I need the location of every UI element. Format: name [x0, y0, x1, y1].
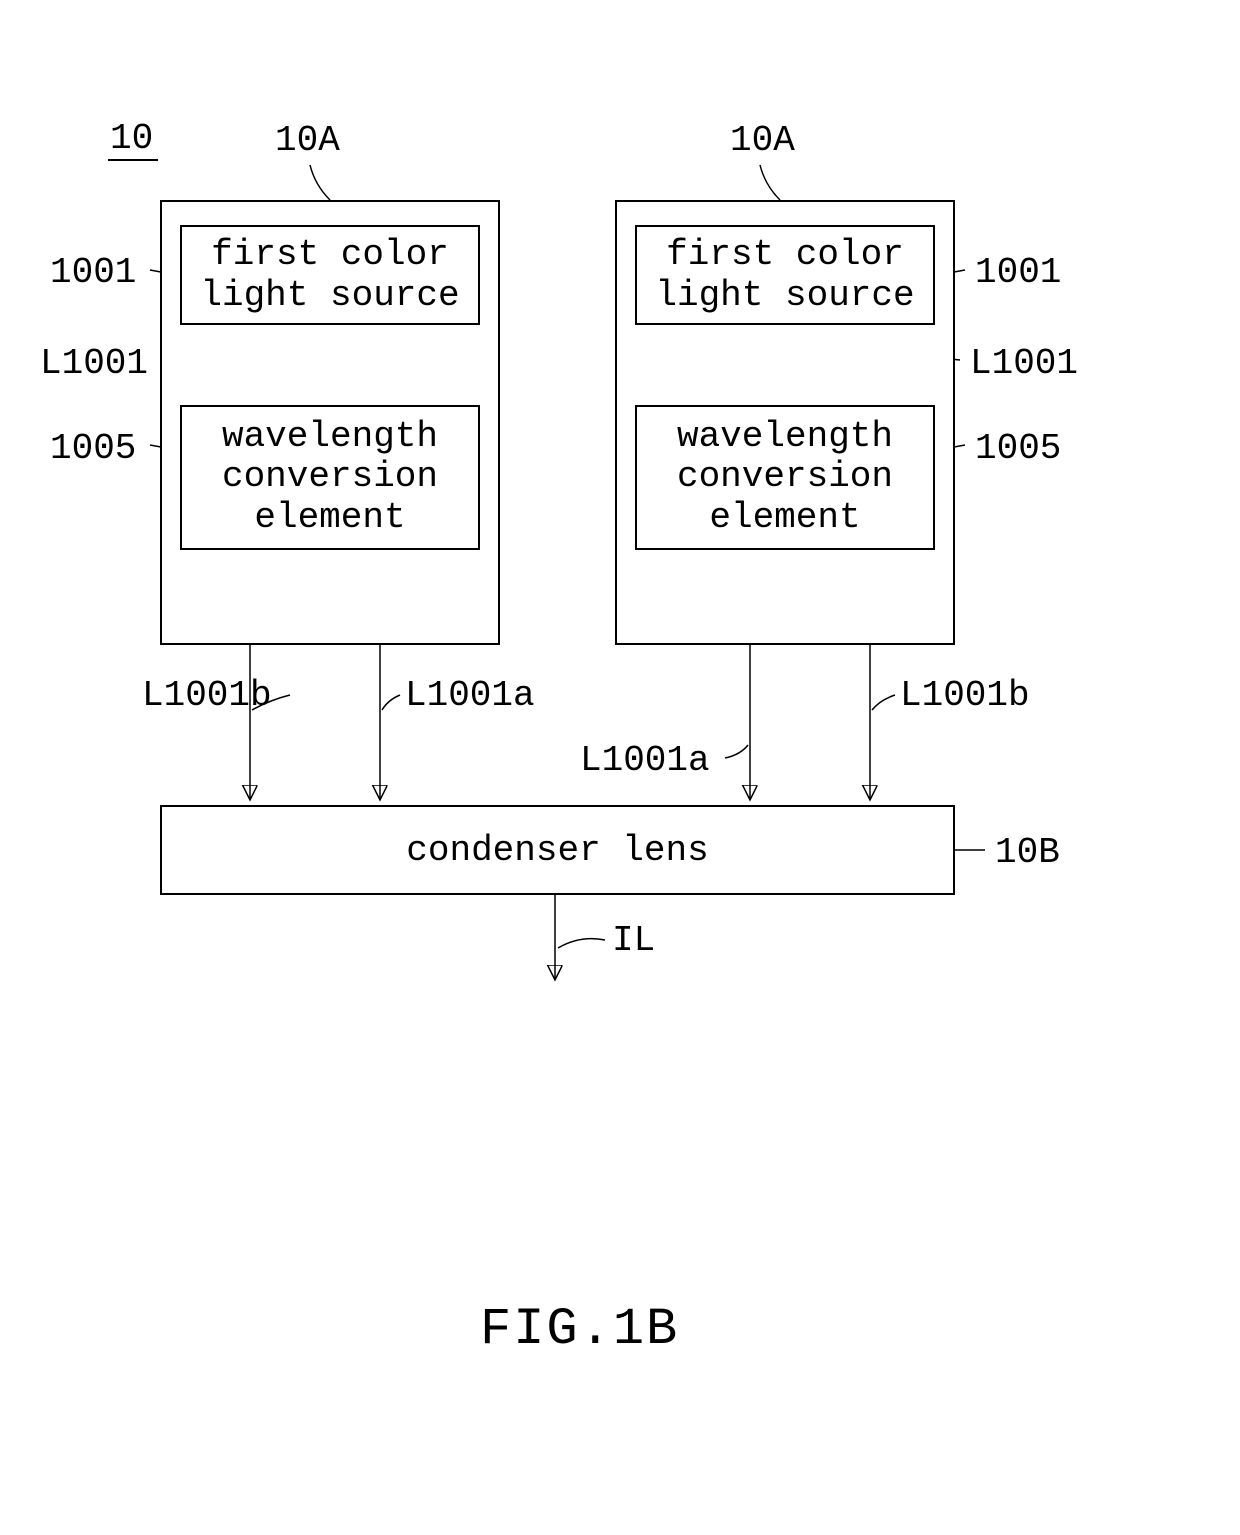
label-1005-right: 1005: [975, 428, 1061, 469]
label-l1001b-right: L1001b: [900, 675, 1030, 716]
elem-text-1: wavelength: [222, 416, 438, 457]
elem-text-2r: conversion: [677, 456, 893, 497]
label-10a-left: 10A: [275, 120, 340, 161]
source-box-right: first color light source: [635, 225, 935, 325]
label-il: IL: [612, 920, 655, 961]
source-box-left: first color light source: [180, 225, 480, 325]
condenser-text: condenser lens: [406, 830, 708, 871]
source-text-1r: first color: [666, 234, 904, 275]
label-1001-right: 1001: [975, 252, 1061, 293]
label-l1001a-right: L1001a: [580, 740, 710, 781]
label-l1001-left: L1001: [40, 343, 148, 384]
element-box-left: wavelength conversion element: [180, 405, 480, 550]
figure-label: FIG.1B: [480, 1300, 679, 1359]
label-1001-left: 1001: [50, 252, 136, 293]
label-10a-right: 10A: [730, 120, 795, 161]
label-l1001-right: L1001: [970, 343, 1078, 384]
elem-text-2: conversion: [222, 456, 438, 497]
elem-text-1r: wavelength: [677, 416, 893, 457]
elem-text-3: element: [254, 497, 405, 538]
label-l1001b-left: L1001b: [142, 675, 272, 716]
label-l1001a-left: L1001a: [405, 675, 535, 716]
elem-text-3r: element: [709, 497, 860, 538]
condenser-box: condenser lens: [160, 805, 955, 895]
source-text-2: light source: [200, 275, 459, 316]
label-10: 10: [110, 118, 153, 159]
label-1005-left: 1005: [50, 428, 136, 469]
element-box-right: wavelength conversion element: [635, 405, 935, 550]
source-text-2r: light source: [655, 275, 914, 316]
source-text-1: first color: [211, 234, 449, 275]
label-10b: 10B: [995, 832, 1060, 873]
